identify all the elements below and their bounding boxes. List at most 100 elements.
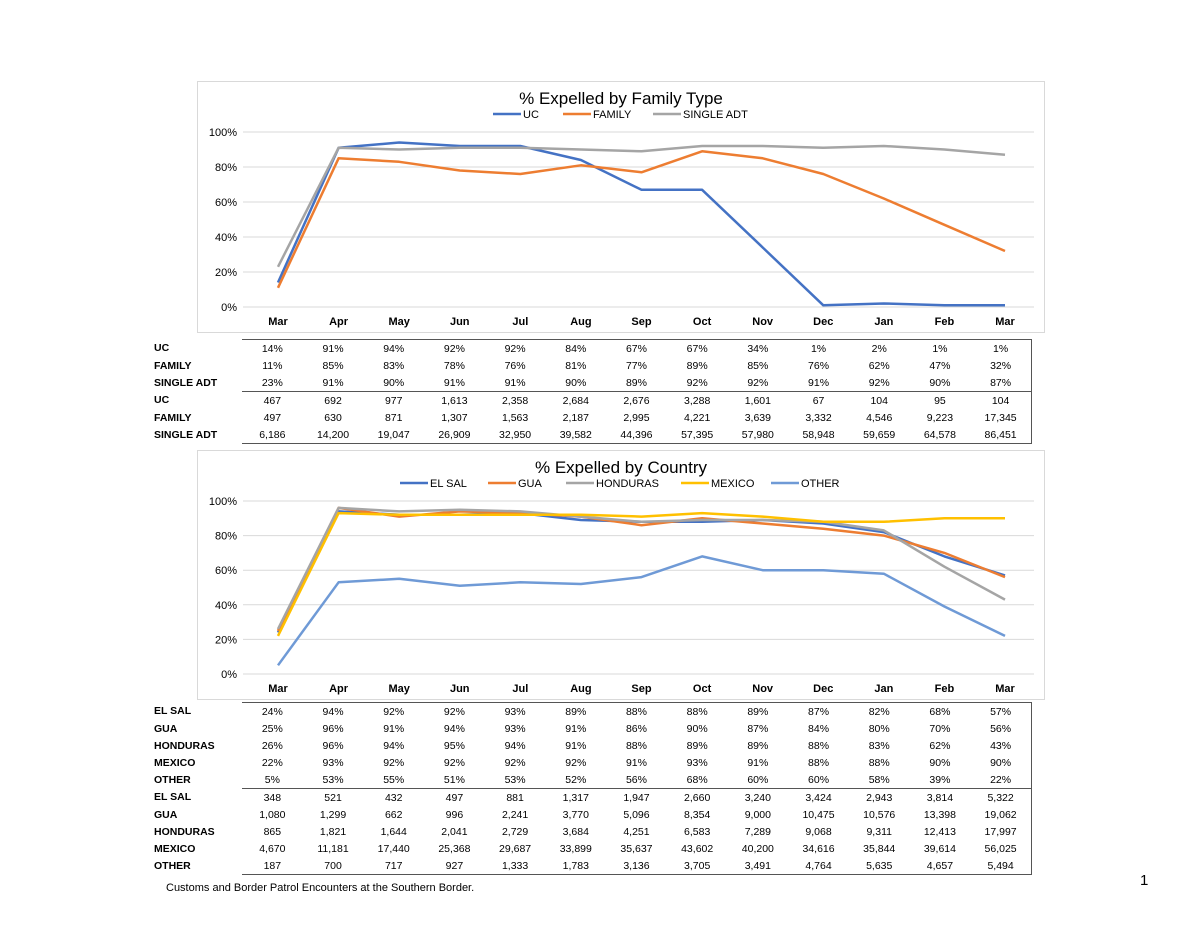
y-tick-label: 0% (221, 669, 237, 681)
table-cell: 1,563 (501, 411, 529, 424)
row-label: SINGLE ADT (154, 376, 218, 389)
table-cell: 3,639 (744, 411, 771, 424)
legend-label: GUA (518, 478, 543, 490)
table-cell: 2,660 (666, 788, 728, 806)
table-cell: 91% (747, 756, 769, 769)
table-row: HONDURAS 865 1,821 1,644 2,041 2,729 3,684 4,25… (152, 823, 1032, 840)
table-cell: 497 (263, 411, 282, 424)
table-cell: 11,181 (317, 842, 349, 855)
y-tick-label: 60% (215, 197, 237, 209)
table-cell: 90% (929, 756, 951, 769)
table-cell: 86% (625, 722, 647, 735)
table-cell: 58,948 (788, 426, 849, 444)
chart-country-svg: % Expelled by Country EL SAL GUA HONDURAS ME… (209, 458, 1034, 695)
table-cell: 96% (322, 739, 344, 752)
table-cell: 4,546 (866, 411, 893, 424)
table-row: HONDURAS 26% 96% 94% 95% 94% 91% 88% 89% 89% 88% 83… (152, 737, 1032, 754)
table-cell: 996 (445, 808, 464, 821)
table-cell: 88% (606, 702, 667, 720)
series-line-gua (276, 506, 1006, 632)
table-cell: 3,332 (805, 411, 832, 424)
table-cell: 3,684 (562, 825, 589, 838)
table-cell: 104 (970, 391, 1032, 409)
table-cell: 104 (848, 391, 910, 409)
x-tick-label: Apr (329, 316, 349, 328)
series-line-honduras (276, 506, 1006, 630)
table-cell: 24% (242, 702, 303, 720)
legend-label: SINGLE ADT (683, 109, 748, 121)
table-cell: 1% (909, 339, 971, 357)
table-cell: 1% (788, 339, 849, 357)
table-cell: 1,333 (484, 857, 546, 875)
row-label: UC (154, 342, 170, 355)
table-cell: 88% (808, 756, 830, 769)
table-cell: 91% (302, 339, 364, 357)
series-line-el-sal (276, 510, 1006, 634)
table-cell: 80% (868, 722, 890, 735)
table-cell: 89% (625, 376, 647, 389)
table-cell: 57% (970, 702, 1032, 720)
table-cell: 14,200 (302, 426, 364, 444)
y-tick-label: 40% (215, 600, 237, 612)
x-tick-label: Jun (450, 683, 470, 695)
x-tick-label: Dec (813, 683, 833, 695)
chart-country: % Expelled by Country EL SAL GUA HONDURAS ME… (197, 450, 1045, 700)
table-cell: 9,068 (805, 825, 832, 838)
table-cell: 91% (808, 376, 830, 389)
table-cell: 92% (747, 376, 769, 389)
table-cell: 4,221 (684, 411, 711, 424)
table-cell: 76% (504, 359, 526, 372)
table-cell: 3,240 (727, 788, 789, 806)
x-tick-label: Mar (995, 316, 1015, 328)
table-cell: 90% (686, 722, 708, 735)
y-tick-label: 100% (209, 496, 237, 508)
table-cell: 44,396 (606, 426, 667, 444)
table-cell: 6,186 (242, 426, 303, 444)
table-cell: 62% (868, 359, 890, 372)
table-cell: 1,947 (606, 788, 667, 806)
table-cell: 94% (383, 739, 405, 752)
table-cell: 70% (929, 722, 951, 735)
table-cell: 92% (443, 756, 465, 769)
table-cell: 2,995 (623, 411, 650, 424)
table-cell: 22% (261, 756, 283, 769)
table-cell: 47% (929, 359, 951, 372)
table-cell: 9,223 (926, 411, 954, 424)
table-cell: 1,783 (545, 857, 607, 875)
table-cell: 1,601 (727, 391, 789, 409)
table-cell: 5,494 (970, 857, 1032, 875)
table-cell: 35,844 (863, 842, 896, 855)
x-tick-label: Feb (935, 316, 955, 328)
x-tick-label: Apr (329, 683, 349, 695)
x-tick-label: Oct (693, 316, 712, 328)
table-cell: 92% (484, 339, 546, 357)
table-cell: 14% (242, 339, 303, 357)
table-cell: 94% (443, 722, 465, 735)
table-cell: 91% (322, 376, 344, 389)
table-cell: 29,687 (499, 842, 532, 855)
table-cell: 5,096 (623, 808, 650, 821)
x-tick-label: Aug (570, 683, 591, 695)
table-cell: 25,368 (438, 842, 471, 855)
table-family-type: UC 14% 91% 94% 92% 92% 84% 67% 67% 34% 1% 2% 1% 1% FAM… (152, 339, 1032, 444)
x-tick-label: Jan (874, 683, 893, 695)
table-cell: 26% (261, 739, 283, 752)
legend-label: HONDURAS (596, 478, 659, 490)
table-row: EL SAL 24% 94% 92% 92% 93% 89% 88% 88% 89% 87% 82% 6… (152, 702, 1032, 720)
table-cell: 94% (302, 702, 364, 720)
x-tick-label: Oct (693, 683, 712, 695)
table-cell: 93% (686, 756, 708, 769)
table-cell: 93% (484, 702, 546, 720)
table-cell: 87% (788, 702, 849, 720)
table-cell: 23% (261, 376, 283, 389)
table-cell: 692 (302, 391, 364, 409)
table-cell: 2,358 (484, 391, 546, 409)
table-cell: 83% (868, 739, 890, 752)
table-cell: 89% (686, 739, 708, 752)
table-cell: 57,980 (727, 426, 789, 444)
legend-item-single-adt: SINGLE ADT (653, 109, 748, 121)
table-cell: 94% (363, 339, 425, 357)
legend-item-gua: GUA (488, 478, 543, 490)
table-cell: 52% (565, 773, 587, 786)
row-label: HONDURAS (154, 825, 215, 838)
